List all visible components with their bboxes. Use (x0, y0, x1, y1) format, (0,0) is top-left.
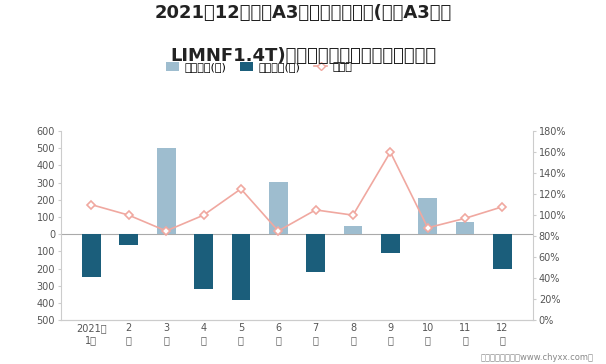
Bar (344, 226, 362, 234)
Bar (157, 148, 176, 234)
Text: LIMNF1.4T)近一年库存情况及产销率统计图: LIMNF1.4T)近一年库存情况及产销率统计图 (170, 47, 436, 65)
Bar (269, 182, 288, 234)
Bar (82, 234, 101, 277)
Bar (418, 198, 437, 234)
Bar (493, 234, 512, 269)
Bar (456, 222, 474, 234)
Text: 2021年12月奥迪A3旗下最畅销轿车(奥迪A3三厢: 2021年12月奥迪A3旗下最畅销轿车(奥迪A3三厢 (155, 4, 451, 21)
Bar (119, 234, 138, 245)
Text: 制图：智研咨询（www.chyxx.com）: 制图：智研咨询（www.chyxx.com） (481, 353, 594, 362)
Bar (381, 234, 400, 253)
Bar (231, 234, 250, 300)
Bar (194, 234, 213, 289)
Legend: 积压库存(辆), 清仓库存(辆), 产销率: 积压库存(辆), 清仓库存(辆), 产销率 (161, 57, 357, 76)
Bar (306, 234, 325, 272)
